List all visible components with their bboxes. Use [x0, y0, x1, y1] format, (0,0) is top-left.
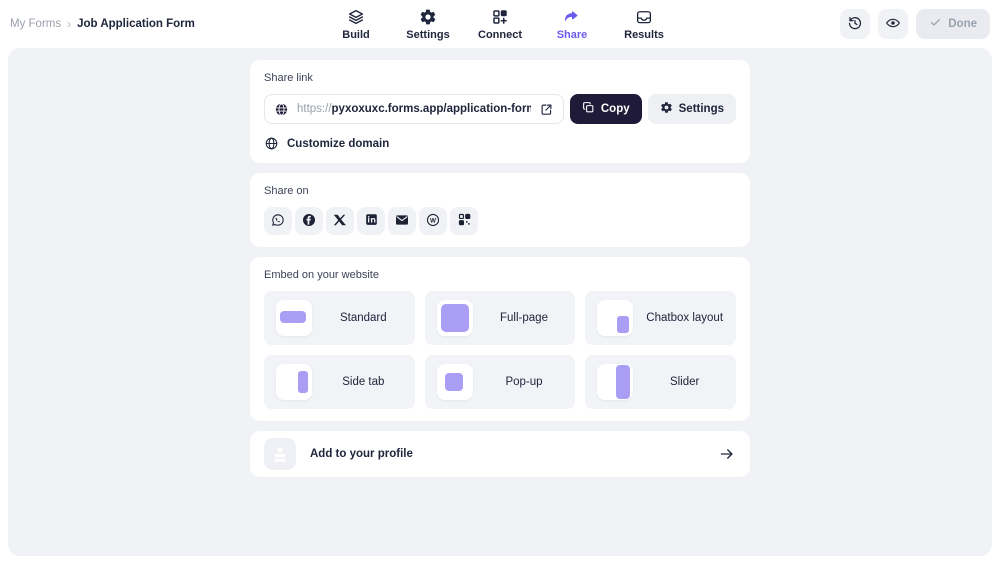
embed-option-label: Slider: [669, 376, 700, 388]
globe-outline-icon: [264, 136, 279, 151]
add-to-profile-label: Add to your profile: [310, 448, 413, 460]
globe-filled-icon: [274, 102, 289, 117]
tab-connect-label: Connect: [478, 28, 522, 41]
topbar-actions: Done: [840, 9, 990, 39]
share-linkedin-button[interactable]: [357, 207, 385, 235]
breadcrumb-separator: ›: [67, 17, 72, 31]
link-settings-label: Settings: [678, 103, 724, 115]
svg-text:W: W: [430, 217, 436, 224]
breadcrumb-current-form: Job Application Form: [77, 18, 195, 30]
breadcrumb-my-forms[interactable]: My Forms: [10, 18, 62, 30]
tab-build-label: Build: [342, 28, 370, 41]
layers-icon: [347, 8, 365, 26]
breadcrumb: My Forms › Job Application Form: [10, 17, 195, 31]
customize-domain-label: Customize domain: [287, 137, 390, 150]
gear-icon: [660, 101, 673, 117]
embed-option-label: Standard: [339, 312, 387, 324]
embed-option-label: Pop-up: [505, 376, 543, 388]
history-icon: [847, 15, 863, 34]
embed-option-slider[interactable]: Slider: [585, 355, 736, 409]
customize-domain-link[interactable]: Customize domain: [264, 136, 736, 151]
embed-option-label: Full-page: [500, 312, 548, 324]
done-button-label: Done: [948, 18, 977, 30]
share-on-card: Share on: [250, 173, 750, 247]
share-facebook-button[interactable]: [295, 207, 323, 235]
whatsapp-icon: [270, 212, 286, 231]
add-to-profile-card[interactable]: Add to your profile: [250, 431, 750, 477]
tab-share[interactable]: Share: [549, 8, 595, 41]
facebook-icon: [301, 212, 317, 231]
top-bar: My Forms › Job Application Form Build Se…: [0, 0, 1000, 48]
tab-build[interactable]: Build: [333, 8, 379, 41]
chatbox-embed-thumbnail-icon: [597, 300, 634, 336]
embed-option-full-page[interactable]: Full-page: [424, 291, 576, 345]
slider-embed-thumbnail-icon: [597, 364, 634, 400]
copy-link-label: Copy: [600, 103, 630, 115]
check-icon: [929, 16, 942, 32]
copy-icon: [582, 101, 595, 117]
gear-icon: [419, 8, 437, 26]
tab-settings-label: Settings: [406, 28, 450, 41]
share-url-field[interactable]: https://pyxoxuxc.forms.app/application-f…: [264, 94, 564, 124]
embed-title: Embed on your website: [264, 269, 379, 281]
inbox-icon: [635, 8, 653, 26]
preview-button[interactable]: [878, 9, 909, 39]
share-wordpress-button[interactable]: W: [419, 207, 447, 235]
standard-embed-thumbnail-icon: [276, 300, 312, 336]
embed-option-chatbox-layout[interactable]: Chatbox layout: [585, 291, 736, 345]
wordpress-icon: W: [425, 212, 441, 231]
envelope-icon: [394, 212, 410, 231]
tab-results-label: Results: [624, 28, 664, 41]
qr-code-icon: [457, 212, 472, 230]
share-url-text: https://pyxoxuxc.forms.app/application-f…: [297, 103, 531, 115]
share-content-column: Share link https://pyxoxuxc.forms.app/ap…: [250, 48, 750, 477]
done-button[interactable]: Done: [916, 9, 990, 39]
share-url-scheme: https://: [297, 103, 332, 115]
embed-option-label: Side tab: [342, 376, 385, 388]
copy-link-button[interactable]: Copy: [569, 94, 642, 124]
embed-option-label: Chatbox layout: [646, 312, 724, 324]
embed-card: Embed on your website Standard Full-page…: [250, 257, 750, 421]
pop-up-embed-thumbnail-icon: [436, 364, 473, 400]
full-page-embed-thumbnail-icon: [436, 300, 473, 336]
eye-icon: [885, 15, 901, 34]
x-icon: [333, 213, 347, 230]
tab-results[interactable]: Results: [621, 8, 667, 41]
share-page-canvas: Share link https://pyxoxuxc.forms.app/ap…: [8, 48, 992, 556]
social-buttons-row: W: [264, 207, 736, 235]
link-settings-button[interactable]: Settings: [647, 94, 736, 124]
embed-option-pop-up[interactable]: Pop-up: [424, 355, 576, 409]
main-nav: Build Settings Connect: [333, 0, 667, 48]
share-whatsapp-button[interactable]: [264, 207, 292, 235]
share-qr-code-button[interactable]: [450, 207, 478, 235]
share-link-row: https://pyxoxuxc.forms.app/application-f…: [264, 94, 736, 124]
embed-option-standard[interactable]: Standard: [264, 291, 415, 345]
history-button[interactable]: [840, 9, 871, 39]
tab-share-label: Share: [556, 28, 588, 41]
grid-plus-icon: [491, 8, 509, 26]
tab-connect[interactable]: Connect: [477, 8, 523, 41]
embed-options-grid: Standard Full-page Chatbox layout Side t…: [264, 291, 736, 409]
linkedin-icon: [364, 212, 379, 230]
share-email-button[interactable]: [388, 207, 416, 235]
embed-option-side-tab[interactable]: Side tab: [264, 355, 415, 409]
arrow-right-icon[interactable]: [718, 445, 736, 463]
share-on-title: Share on: [264, 185, 309, 197]
profile-card-icon: [264, 438, 296, 470]
share-arrow-icon: [563, 8, 581, 26]
share-link-card: Share link https://pyxoxuxc.forms.app/ap…: [250, 60, 750, 163]
share-link-title: Share link: [264, 72, 313, 84]
share-x-button[interactable]: [326, 207, 354, 235]
external-link-icon[interactable]: [539, 102, 554, 117]
side-tab-embed-thumbnail-icon: [276, 364, 312, 400]
share-url-value: pyxoxuxc.forms.app/application-form: [331, 103, 531, 115]
tab-settings[interactable]: Settings: [405, 8, 451, 41]
